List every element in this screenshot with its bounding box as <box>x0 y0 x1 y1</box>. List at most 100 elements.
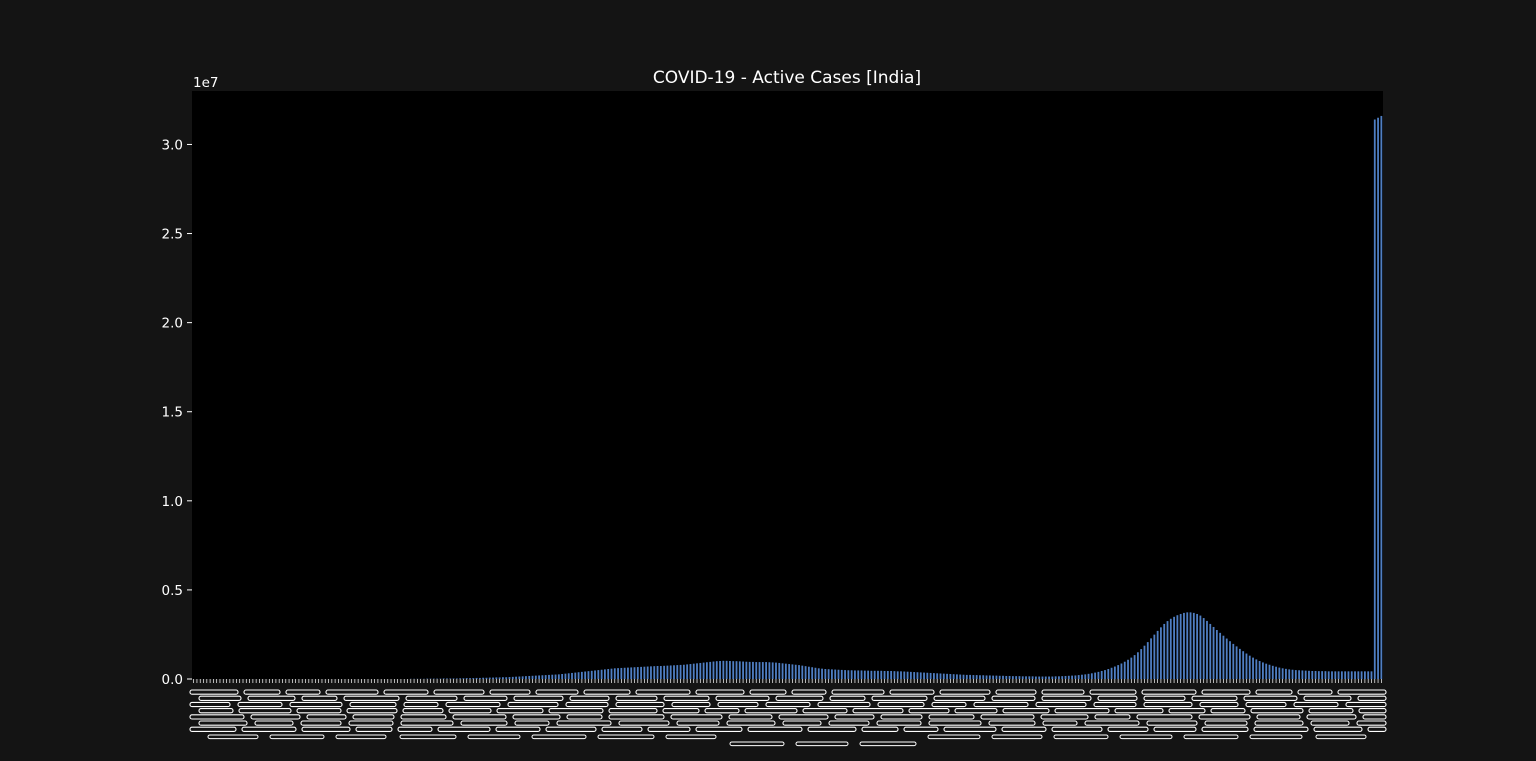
x-tick-label <box>355 726 393 732</box>
bar <box>561 674 564 679</box>
bar <box>1090 673 1093 679</box>
x-tick-label <box>189 714 245 720</box>
bar <box>709 661 712 679</box>
bar <box>449 678 452 679</box>
bar <box>666 665 669 679</box>
x-tick-label <box>189 726 237 732</box>
bar <box>949 674 952 679</box>
bar <box>584 671 587 679</box>
x-tick-label <box>397 726 433 732</box>
x-tick-label <box>1114 708 1164 714</box>
bar <box>771 662 774 679</box>
bar <box>511 676 514 679</box>
bar <box>877 670 879 679</box>
bar <box>1317 671 1320 679</box>
bar <box>1067 675 1070 679</box>
bar <box>883 670 886 679</box>
bar <box>965 674 968 679</box>
x-tick-label <box>608 708 658 714</box>
x-tick-label <box>1253 726 1309 732</box>
bar <box>650 666 652 679</box>
bar <box>1377 117 1379 680</box>
bar <box>1275 666 1277 679</box>
bar <box>863 670 866 679</box>
bar <box>906 671 909 679</box>
bar <box>755 662 758 679</box>
bar <box>1364 671 1366 679</box>
bar <box>1143 645 1146 679</box>
x-tick-label <box>765 701 811 708</box>
bar <box>817 668 820 679</box>
bar <box>722 660 725 679</box>
bar <box>1156 630 1159 679</box>
x-tick-label <box>325 689 379 695</box>
bar <box>775 662 777 679</box>
x-tick-label <box>514 720 550 726</box>
bar <box>886 670 889 679</box>
bar <box>676 665 679 679</box>
x-tick-label <box>254 720 294 726</box>
x-tick-label <box>306 714 347 720</box>
bar <box>791 664 794 679</box>
bar <box>1015 676 1018 679</box>
bar <box>531 675 534 679</box>
bar <box>1321 671 1324 679</box>
bar <box>1150 638 1152 679</box>
x-tick-label <box>548 708 604 714</box>
x-tick-label <box>460 720 508 726</box>
bar <box>982 675 985 679</box>
x-tick-label <box>715 695 770 701</box>
x-tick-label <box>889 689 935 695</box>
bar <box>870 670 873 679</box>
bar <box>1278 667 1281 679</box>
bar <box>959 674 962 679</box>
bar <box>1002 675 1004 679</box>
x-tick-label <box>1337 689 1387 695</box>
bar <box>821 668 823 679</box>
bar <box>1248 655 1251 679</box>
bar <box>564 673 567 679</box>
bar <box>880 670 883 679</box>
x-tick-label <box>1041 695 1092 701</box>
x-tick-label <box>1094 714 1131 720</box>
x-tick-label <box>1198 714 1251 720</box>
bar <box>1018 676 1021 679</box>
x-tick-label <box>778 714 829 720</box>
x-tick-label <box>405 695 458 701</box>
bar <box>844 670 846 679</box>
x-tick-label <box>1183 734 1239 740</box>
x-tick-label <box>663 695 710 701</box>
bar <box>725 660 728 679</box>
x-tick-label <box>1249 734 1303 740</box>
bar <box>1048 676 1050 679</box>
bar <box>554 674 557 679</box>
bar <box>1206 620 1208 679</box>
bar <box>840 669 843 679</box>
bar <box>1028 676 1031 679</box>
bar <box>1179 613 1182 679</box>
bar <box>824 669 827 679</box>
bar <box>541 675 544 679</box>
x-tick-label <box>489 689 531 695</box>
bar <box>1324 671 1327 679</box>
bar <box>682 664 685 679</box>
bar <box>475 677 478 679</box>
bar <box>600 669 603 679</box>
bar <box>498 677 501 679</box>
x-tick-label <box>512 714 561 720</box>
bar <box>929 672 932 679</box>
bar <box>1350 671 1353 679</box>
bar <box>1189 612 1192 679</box>
x-tick-label <box>597 734 655 740</box>
x-tick-label <box>618 720 670 726</box>
x-tick-label <box>565 701 609 708</box>
bar <box>765 662 768 679</box>
x-tick-label <box>402 708 444 714</box>
bar <box>1183 612 1185 679</box>
x-tick-label <box>513 695 564 701</box>
bar <box>673 665 675 679</box>
bar <box>478 677 481 679</box>
x-tick-label <box>433 689 485 695</box>
bar <box>534 675 537 679</box>
x-tick-label <box>301 726 351 732</box>
